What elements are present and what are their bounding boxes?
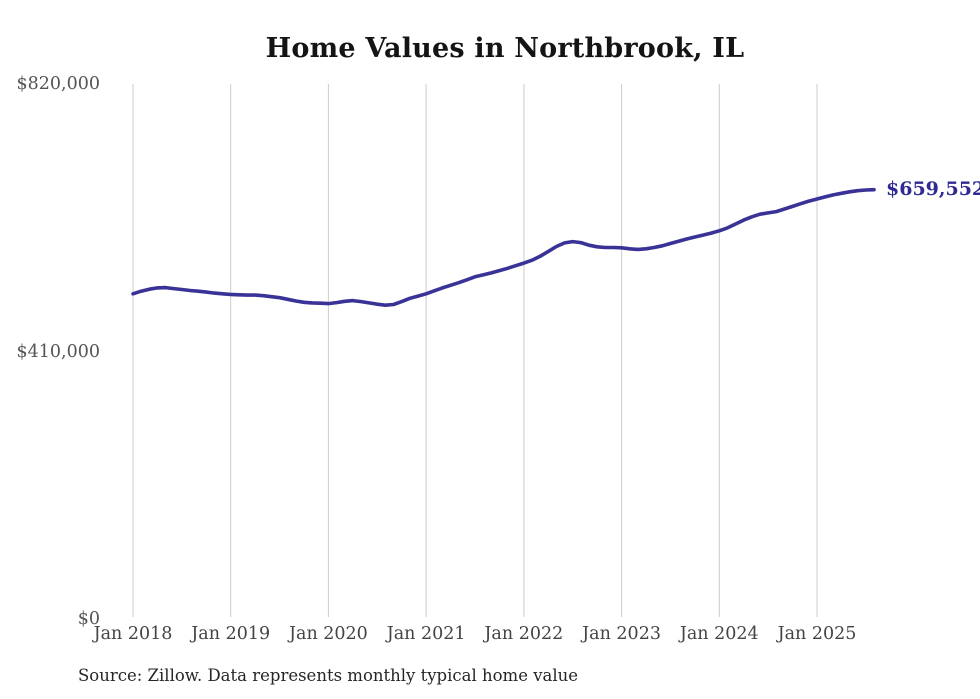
x-tick-label: Jan 2020 xyxy=(289,624,368,644)
y-tick-label: $820,000 xyxy=(16,74,100,94)
x-tick-label: Jan 2024 xyxy=(679,624,759,644)
home-value-line xyxy=(131,187,876,307)
x-tick-label: Jan 2025 xyxy=(777,624,857,644)
x-tick-label: Jan 2019 xyxy=(191,624,271,644)
x-tick-label: Jan 2021 xyxy=(386,624,466,644)
x-tick-label: Jan 2023 xyxy=(582,624,661,644)
y-tick-label: $0 xyxy=(77,609,100,629)
current-value-label: $659,552 xyxy=(886,177,980,200)
source-note: Source: Zillow. Data represents monthly … xyxy=(78,666,579,685)
chart-title: Home Values in Northbrook, IL xyxy=(265,33,745,64)
year-gridlines xyxy=(132,84,818,617)
x-tick-label: Jan 2018 xyxy=(93,624,173,644)
y-tick-label: $410,000 xyxy=(16,341,100,362)
x-tick-label: Jan 2022 xyxy=(484,624,564,644)
